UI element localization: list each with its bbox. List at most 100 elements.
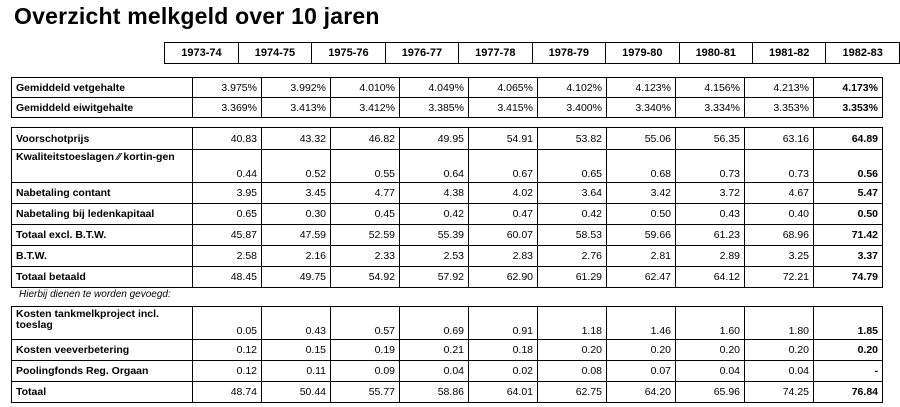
table-cell: 74.25 — [744, 381, 814, 403]
table-cell: 0.55 — [330, 149, 400, 183]
table-cell: 3.25 — [744, 245, 814, 267]
table-cell: 4.049% — [399, 77, 469, 98]
table-cell: 3.334% — [675, 97, 745, 118]
page-title: Overzicht melkgeld over 10 jaren — [14, 3, 380, 29]
table-cell: 64.01 — [468, 381, 538, 403]
row-label: B.T.W. — [11, 245, 193, 267]
table-row: Gemiddeld vetgehalte 3.975% 3.992% 4.010% 4.… — [11, 77, 883, 98]
table-cell: 0.20 — [606, 339, 676, 361]
table-cell: 0.57 — [330, 306, 400, 340]
table-cell: 3.42 — [606, 182, 676, 204]
additional-costs-table: Kosten tankmelkproject incl. toeslag 0.05… — [11, 306, 883, 403]
table-cell: 59.66 — [606, 224, 676, 246]
table-cell: 0.73 — [675, 149, 745, 183]
year-header: 1977-78 — [458, 42, 533, 64]
table-cell: 0.05 — [192, 306, 262, 340]
table-cell: 64.20 — [606, 381, 676, 403]
table-cell: 4.102% — [537, 77, 607, 98]
table-cell: 68.96 — [744, 224, 814, 246]
row-label: Voorschotprijs — [11, 127, 193, 150]
table-cell: 0.42 — [537, 203, 607, 225]
table-row: Totaal excl. B.T.W. 45.87 47.59 52.59 55.39 6… — [11, 224, 883, 246]
table-cell: 3.353% — [744, 97, 814, 118]
table-cell: 45.87 — [192, 224, 262, 246]
table-cell: 4.156% — [675, 77, 745, 98]
table-cell: 54.91 — [468, 127, 538, 150]
table-cell: 4.77 — [330, 182, 400, 204]
table-cell: 46.82 — [330, 127, 400, 150]
table-cell: 0.67 — [468, 149, 538, 183]
table-cell: 4.123% — [606, 77, 676, 98]
table-cell: 58.53 — [537, 224, 607, 246]
table-cell: 3.992% — [261, 77, 331, 98]
table-cell: 3.413% — [261, 97, 331, 118]
table-row: Kosten tankmelkproject incl. toeslag 0.05… — [11, 306, 883, 340]
table-cell: 2.53 — [399, 245, 469, 267]
table-cell: 5.47 — [813, 182, 883, 204]
table-cell: 76.84 — [813, 381, 883, 403]
table-cell: 60.07 — [468, 224, 538, 246]
year-header: 1979-80 — [605, 42, 680, 64]
table-cell: 2.83 — [468, 245, 538, 267]
table-cell: 72.21 — [744, 266, 814, 288]
note-text: Hierbij dienen te worden gevoegd: — [19, 289, 171, 300]
row-label: Kosten tankmelkproject incl. toeslag — [11, 306, 193, 340]
table-cell: 3.95 — [192, 182, 262, 204]
table-cell: 3.385% — [399, 97, 469, 118]
table-cell: 0.20 — [675, 339, 745, 361]
years-header-table: 1973-74 1974-75 1975-76 1976-77 1977-78 1978-… — [11, 42, 900, 64]
table-cell: 4.02 — [468, 182, 538, 204]
table-cell: 1.85 — [813, 306, 883, 340]
row-label: Poolingfonds Reg. Orgaan — [11, 360, 193, 382]
table-cell: 74.79 — [813, 266, 883, 288]
table-cell: 71.42 — [813, 224, 883, 246]
table-cell: 0.50 — [813, 203, 883, 225]
table-cell: 62.90 — [468, 266, 538, 288]
table-cell: 0.52 — [261, 149, 331, 183]
table-cell: 3.415% — [468, 97, 538, 118]
table-cell: 2.16 — [261, 245, 331, 267]
table-cell: 1.80 — [744, 306, 814, 340]
table-cell: 1.60 — [675, 306, 745, 340]
table-cell: 0.50 — [606, 203, 676, 225]
year-header: 1974-75 — [237, 42, 313, 64]
table-cell: 0.21 — [399, 339, 469, 361]
table-cell: 56.35 — [675, 127, 745, 150]
table-cell: 0.69 — [399, 306, 469, 340]
table-cell: 3.400% — [537, 97, 607, 118]
table-cell: 4.065% — [468, 77, 538, 98]
table-cell: 2.89 — [675, 245, 745, 267]
row-label: Totaal excl. B.T.W. — [11, 224, 193, 246]
table-cell: 2.33 — [330, 245, 400, 267]
composition-table: Gemiddeld vetgehalte 3.975% 3.992% 4.010% 4.… — [11, 77, 883, 118]
table-cell: 40.83 — [192, 127, 262, 150]
row-label: Kosten veeverbetering — [11, 339, 193, 361]
price-table: Voorschotprijs 40.83 43.32 46.82 49.95 54.91 5… — [11, 127, 883, 288]
year-header: 1975-76 — [311, 42, 386, 64]
table-cell: 3.45 — [261, 182, 331, 204]
table-cell: 3.412% — [330, 97, 400, 118]
table-cell: 3.64 — [537, 182, 607, 204]
table-cell: 0.20 — [537, 339, 607, 361]
table-cell: 0.65 — [192, 203, 262, 225]
table-cell: - — [813, 360, 883, 382]
table-cell: 0.11 — [261, 360, 331, 382]
row-label: Gemiddeld eiwitgehalte — [11, 97, 193, 118]
table-cell: 50.44 — [261, 381, 331, 403]
row-label: Totaal betaald — [11, 266, 193, 288]
table-cell: 55.06 — [606, 127, 676, 150]
table-row: Voorschotprijs 40.83 43.32 46.82 49.95 54.91 5… — [11, 127, 883, 150]
table-row: B.T.W. 2.58 2.16 2.33 2.53 2.83 2.76 2.81 2.89 3.… — [11, 245, 883, 267]
table-cell: 0.18 — [468, 339, 538, 361]
table-cell: 0.44 — [192, 149, 262, 183]
table-cell: 64.12 — [675, 266, 745, 288]
table-row: Nabetaling contant 3.95 3.45 4.77 4.38 4.02 3.… — [11, 182, 883, 204]
table-cell: 4.010% — [330, 77, 400, 98]
table-cell: 0.40 — [744, 203, 814, 225]
table-cell: 4.38 — [399, 182, 469, 204]
table-cell: 0.56 — [813, 149, 883, 183]
table-cell: 54.92 — [330, 266, 400, 288]
table-row: Kosten veeverbetering 0.12 0.15 0.19 0.21 0.1… — [11, 339, 883, 361]
table-cell: 0.43 — [261, 306, 331, 340]
table-cell: 0.30 — [261, 203, 331, 225]
